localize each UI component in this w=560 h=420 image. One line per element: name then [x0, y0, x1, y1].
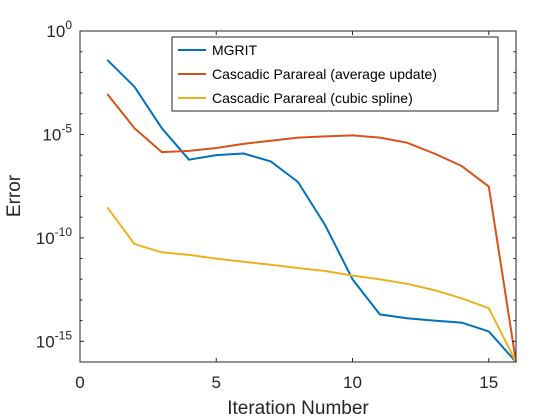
- tick-layer: 0 5 10 15 100 10-5 10-10 10-15: [36, 18, 516, 392]
- legend-label-0: MGRIT: [212, 42, 258, 58]
- x-tick-label: 5: [212, 373, 221, 392]
- series-line-1: [106, 93, 517, 363]
- x-tick-label: 15: [479, 373, 498, 392]
- y-tick-label: 10-10: [36, 225, 73, 248]
- y-tick-label: 10-15: [36, 328, 73, 351]
- series-layer: [106, 59, 517, 363]
- legend: MGRIT Cascadic Parareal (average update) C…: [171, 36, 499, 112]
- legend-box: [171, 36, 499, 112]
- x-tick-label: 0: [75, 373, 84, 392]
- legend-label-1: Cascadic Parareal (average update): [212, 66, 437, 82]
- y-axis-label: Error: [4, 174, 25, 217]
- x-axis-label: Iteration Number: [227, 398, 369, 419]
- series-line-0: [106, 59, 517, 363]
- y-tick-label: 100: [46, 18, 72, 41]
- y-tick-label: 10-5: [42, 121, 72, 144]
- x-tick-label: 10: [343, 373, 362, 392]
- legend-label-2: Cascadic Parareal (cubic spline): [212, 90, 413, 106]
- series-line-2: [106, 206, 517, 363]
